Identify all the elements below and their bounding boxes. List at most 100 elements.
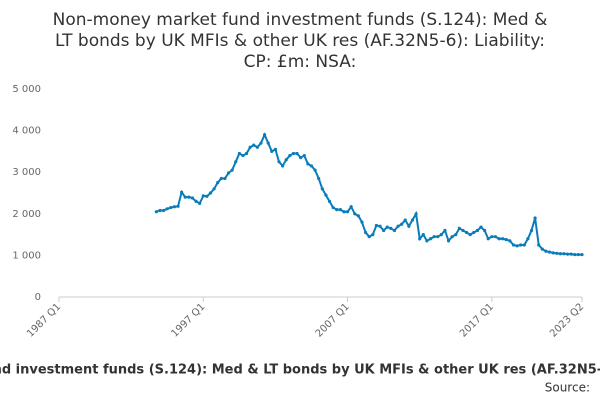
point [526,237,530,241]
x-tick-label: 2017 Q1 [458,301,496,339]
title: Non-money market fund investment funds (… [53,10,548,72]
point [529,228,534,233]
point [208,191,213,195]
point [299,156,303,160]
point [244,151,249,156]
y-tick-label: 2 000 [12,209,41,220]
point [454,233,458,237]
point [281,164,285,168]
point [374,223,379,228]
point [360,220,364,224]
point [284,158,288,162]
point [201,194,205,198]
point [519,243,523,247]
point [450,235,454,239]
y-tick-label: 4 000 [12,126,41,137]
point [226,171,231,175]
point [270,149,274,153]
point [172,205,177,209]
point [486,237,490,241]
point [187,195,191,199]
point [544,249,548,253]
point [252,143,256,147]
point [569,252,573,256]
point [234,160,238,164]
point [439,233,443,237]
point [475,228,479,233]
point [302,153,306,158]
point [533,216,537,220]
point [504,237,508,242]
point [338,208,342,212]
point [464,230,469,235]
point [497,237,501,241]
point [479,225,483,229]
point [367,235,371,239]
point [392,228,397,233]
y-tick-label: 1 000 [12,250,41,261]
point [162,208,166,213]
point [169,205,173,210]
point [558,252,562,256]
point [194,199,198,203]
point [313,168,317,172]
point [259,141,263,145]
point [327,199,332,203]
title-line: Non-money market fund investment funds (… [53,10,548,30]
point [255,145,259,149]
point [205,194,209,198]
point [403,218,407,222]
point [154,210,158,214]
point [356,214,360,218]
point [483,228,487,233]
point [353,212,357,216]
point [342,210,346,214]
point [540,247,544,251]
point [266,141,270,145]
title-line: LT bonds by UK MFIs & other UK res (AF.3… [55,31,545,51]
point [180,190,184,194]
point [490,235,494,239]
point [363,230,368,235]
point [309,164,314,168]
point [457,226,461,230]
title-line: CP: £m: NSA: [244,52,357,72]
point [425,239,429,243]
point [565,252,570,256]
point [389,226,393,230]
point [537,243,541,247]
point [198,201,202,205]
point [468,233,472,237]
point [317,176,321,181]
point [241,153,245,158]
point [555,251,559,255]
point [493,235,498,239]
point [237,151,241,156]
point [551,251,555,255]
point [190,196,195,200]
point [508,239,512,243]
point [382,228,386,233]
point [385,225,389,229]
point [212,187,216,191]
point [216,181,220,185]
point [291,151,296,156]
point [345,210,350,214]
point [331,205,335,210]
source: Source: [545,381,590,395]
point [378,224,382,228]
point [511,243,516,247]
point [562,252,566,256]
point [158,208,162,213]
point [436,235,440,239]
point [580,252,584,257]
point [400,222,404,226]
point [165,207,169,211]
point [277,160,281,164]
point [421,233,425,237]
point [432,235,436,239]
point [547,250,552,254]
x-tick-label: 2007 Q1 [314,301,352,339]
point [576,252,580,257]
